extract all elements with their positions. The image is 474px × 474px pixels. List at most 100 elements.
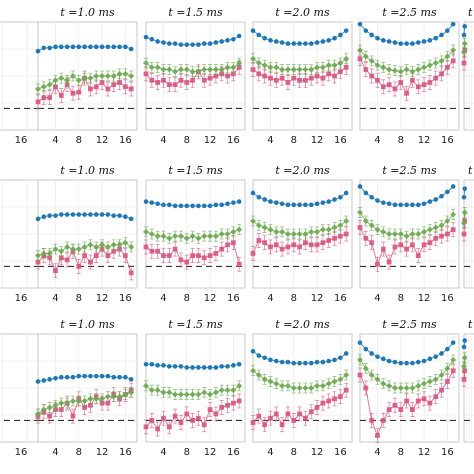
data-point-blue [273, 358, 279, 364]
panel-title: t =2.5 ms [382, 6, 437, 19]
tick-label: 16 [227, 447, 240, 458]
data-point-pink [279, 422, 285, 428]
data-point-green [296, 231, 303, 237]
data-point-blue [398, 202, 404, 208]
data-point-pink [178, 257, 184, 263]
data-point-blue [332, 35, 337, 41]
data-point-green [64, 77, 71, 84]
data-point-pink [230, 240, 236, 246]
data-point-blue [93, 212, 99, 217]
data-point-blue [225, 364, 230, 369]
tick-label: 8 [184, 135, 190, 146]
data-point-blue [308, 202, 314, 208]
data-point-pink [76, 264, 82, 269]
data-point-green [302, 385, 309, 391]
data-point-pink [337, 394, 343, 400]
data-point-pink [415, 398, 421, 404]
data-point-pink [461, 60, 467, 66]
data-point-blue [190, 42, 195, 47]
tick-label: 12 [204, 135, 217, 146]
panel [461, 333, 474, 443]
data-point-pink [357, 225, 363, 230]
data-point-blue [53, 213, 58, 218]
data-point-green [391, 67, 398, 74]
data-point-pink [314, 405, 320, 410]
data-point-blue [58, 374, 64, 380]
data-point-blue [326, 358, 332, 364]
data-point-blue [184, 365, 190, 370]
data-point-pink [410, 77, 415, 83]
data-point-blue [268, 357, 273, 363]
data-point-green [99, 395, 106, 402]
data-point-blue [123, 214, 128, 220]
data-point-green [432, 60, 439, 67]
data-point-green [319, 226, 326, 233]
data-point-green [195, 68, 202, 75]
data-point-green [189, 391, 196, 398]
data-point-pink [82, 253, 87, 258]
data-point-green [374, 226, 381, 233]
data-point-blue [363, 190, 369, 196]
data-point-green [201, 233, 208, 240]
data-point-green [461, 209, 468, 216]
data-point-blue [410, 41, 415, 46]
data-point-blue [99, 212, 105, 217]
data-point-blue [369, 194, 374, 200]
data-point-green [236, 226, 243, 233]
data-point-blue [320, 359, 326, 365]
data-point-blue [427, 38, 433, 43]
data-point-pink [93, 253, 99, 258]
data-point-pink [433, 75, 439, 81]
data-point-green [172, 391, 179, 398]
tick-label: 12 [418, 293, 431, 304]
data-point-blue [250, 348, 256, 354]
data-point-green [212, 233, 219, 240]
data-point-blue [149, 200, 155, 205]
data-point-green [415, 231, 422, 237]
tick-label: 4 [374, 293, 380, 304]
tick-label: 16 [441, 447, 454, 458]
data-point-green [224, 387, 231, 394]
data-point-blue [375, 35, 380, 41]
data-point-blue [314, 201, 320, 207]
data-point-green [40, 406, 47, 413]
data-point-blue [439, 193, 444, 199]
data-point-blue [461, 344, 467, 350]
data-point-pink [268, 244, 273, 250]
data-point-pink [76, 89, 82, 95]
data-point-blue [338, 194, 343, 200]
data-point-pink [35, 99, 41, 105]
data-point-pink [433, 394, 439, 400]
data-point-pink [178, 77, 184, 83]
data-point-pink [291, 418, 297, 423]
data-point-pink [111, 82, 117, 88]
data-point-blue [369, 351, 374, 356]
data-point-blue [143, 199, 149, 204]
data-point-blue [128, 377, 134, 382]
data-point-green [296, 385, 303, 391]
data-point-green [172, 233, 179, 240]
data-point-blue [338, 355, 343, 361]
data-point-green [128, 243, 135, 250]
tick-label: 12 [96, 447, 109, 458]
data-point-pink [236, 398, 242, 404]
data-point-blue [369, 32, 374, 38]
data-point-blue [439, 32, 444, 38]
data-point-pink [398, 80, 404, 85]
panel [461, 21, 474, 131]
data-point-blue [76, 373, 82, 379]
data-point-green [116, 70, 123, 77]
tick-label: 4 [160, 293, 166, 304]
data-point-green [93, 73, 100, 79]
data-point-green [273, 64, 280, 71]
tick-label: 4 [374, 447, 380, 458]
data-point-pink [250, 420, 256, 425]
data-point-blue [291, 202, 297, 208]
data-point-green [284, 382, 291, 389]
data-point-pink [47, 95, 53, 100]
data-point-pink [433, 235, 439, 241]
data-point-green [432, 376, 439, 383]
data-point-blue [178, 203, 184, 209]
data-point-pink [363, 385, 369, 391]
data-point-pink [291, 75, 297, 81]
